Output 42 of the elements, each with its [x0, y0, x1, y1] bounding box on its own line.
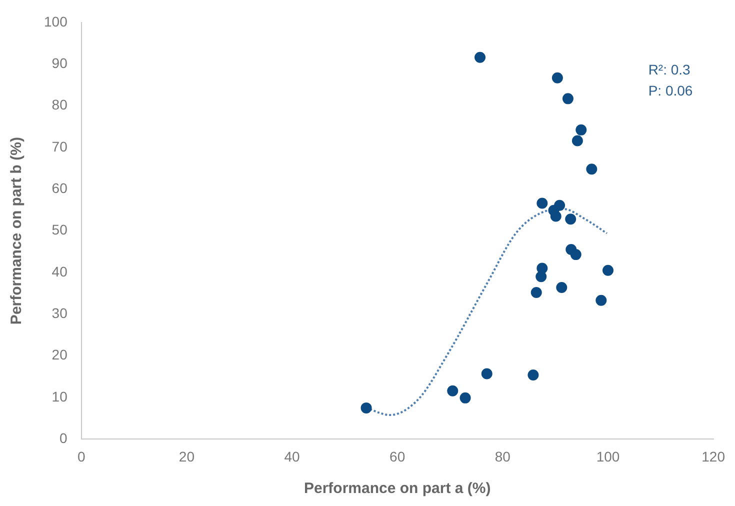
point — [481, 368, 492, 380]
point — [460, 392, 471, 404]
y-tick-label: 60 — [52, 180, 68, 196]
x-tick-label: 40 — [284, 448, 300, 464]
point — [528, 370, 539, 381]
x-tick-label: 60 — [390, 448, 406, 464]
x-tick-label: 80 — [494, 448, 511, 464]
point — [530, 286, 542, 298]
y-tick-label: 10 — [52, 388, 68, 404]
x-tick-label: 20 — [178, 448, 195, 464]
x-axis-title: Performance on part a (%) — [304, 480, 491, 498]
annotation: R²: 0.3 — [648, 61, 691, 78]
point — [447, 385, 458, 396]
point — [550, 210, 562, 222]
y-axis-title: Performance on part b (%) — [8, 137, 26, 325]
point — [565, 214, 576, 225]
x-tick-label: 100 — [596, 448, 620, 464]
x-tick-label: 120 — [702, 448, 726, 464]
y-tick-label: 40 — [52, 263, 68, 280]
point — [576, 124, 587, 136]
point — [586, 164, 598, 175]
y-tick-label: 100 — [44, 13, 68, 30]
point — [602, 264, 614, 276]
y-tick-label: 20 — [52, 346, 68, 363]
point — [360, 402, 372, 414]
point — [596, 294, 607, 306]
y-tick-label: 30 — [52, 305, 68, 322]
annotation: P: 0.06 — [648, 82, 693, 98]
point — [536, 271, 547, 282]
y-tick-label: 70 — [52, 138, 68, 154]
point — [536, 198, 548, 209]
y-tick-label: 90 — [52, 54, 68, 71]
point — [552, 72, 563, 84]
point — [474, 52, 486, 63]
point — [556, 282, 568, 293]
y-tick-label: 50 — [52, 222, 68, 238]
y-tick-label: 0 — [60, 430, 68, 446]
point — [562, 93, 574, 104]
x-tick-label: 0 — [77, 448, 86, 464]
point — [570, 249, 582, 260]
y-tick-label: 80 — [52, 96, 68, 113]
point — [572, 135, 583, 146]
